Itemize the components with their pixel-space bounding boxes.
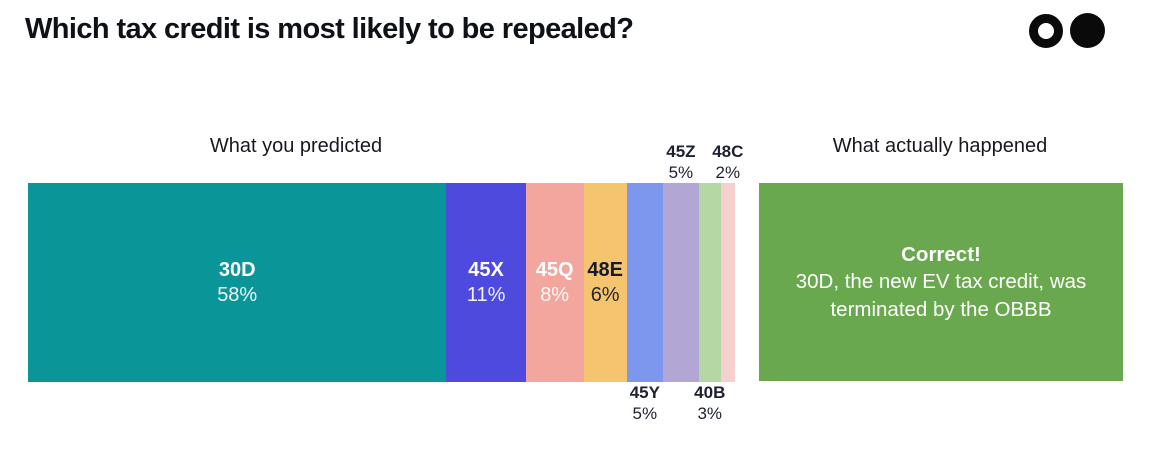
logo[interactable] (1029, 13, 1105, 48)
bar-segment-30d: 30D 58% (28, 183, 447, 382)
bar-segment-45x: 45X 11% (446, 183, 526, 382)
result-box: Correct! 30D, the new EV tax credit, was… (759, 183, 1123, 381)
result-message-line-1: 30D, the new EV tax credit, was (795, 270, 1087, 294)
bar-segment-40b (698, 183, 721, 382)
ring-circle-icon (1029, 13, 1063, 48)
predicted-column-header: What you predicted (209, 135, 383, 157)
segment-label: 48E (587, 259, 623, 282)
segment-label: 30D (218, 259, 256, 282)
bar-segment-45z (662, 183, 699, 382)
segment-value: 58% (217, 283, 258, 306)
callout-value: 5% (668, 162, 694, 182)
actual-column-header: What actually happened (832, 135, 1048, 157)
page-title: Which tax credit is most likely to be re… (25, 13, 634, 45)
callout-48c: 48C 2% (712, 141, 743, 184)
prediction-bar-area: 30D 58% 45X 11% 45Q 8% 48E 6% 45Z 5% 48C… (28, 142, 743, 423)
result-message-line-2: terminated by the OBBB (830, 297, 1052, 321)
callout-label: 48C (712, 141, 744, 161)
result-headline: Correct! (901, 243, 981, 267)
callout-45z: 45Z 5% (666, 141, 695, 184)
bar-segment-48c (720, 183, 735, 382)
callout-label: 40B (694, 383, 726, 402)
segment-value: 11% (466, 283, 506, 306)
filled-circle-icon (1070, 13, 1105, 48)
callout-label: 45Z (666, 141, 696, 161)
segment-value: 6% (590, 283, 620, 306)
segment-label: 45Q (535, 259, 574, 282)
callout-value: 5% (632, 404, 658, 424)
callout-value: 2% (715, 162, 741, 182)
bar-segment-45q: 45Q 8% (525, 183, 584, 382)
prediction-stacked-bar: 30D 58% 45X 11% 45Q 8% 48E 6% (28, 183, 735, 382)
callout-value: 3% (697, 404, 723, 424)
callout-45y: 45Y 5% (630, 382, 660, 425)
bar-segment-48e: 48E 6% (583, 183, 627, 382)
callout-40b: 40B 3% (694, 382, 725, 425)
segment-value: 8% (540, 283, 570, 306)
bar-segment-45y (626, 183, 663, 382)
segment-label: 45X (468, 259, 504, 282)
callout-label: 45Y (629, 383, 660, 402)
